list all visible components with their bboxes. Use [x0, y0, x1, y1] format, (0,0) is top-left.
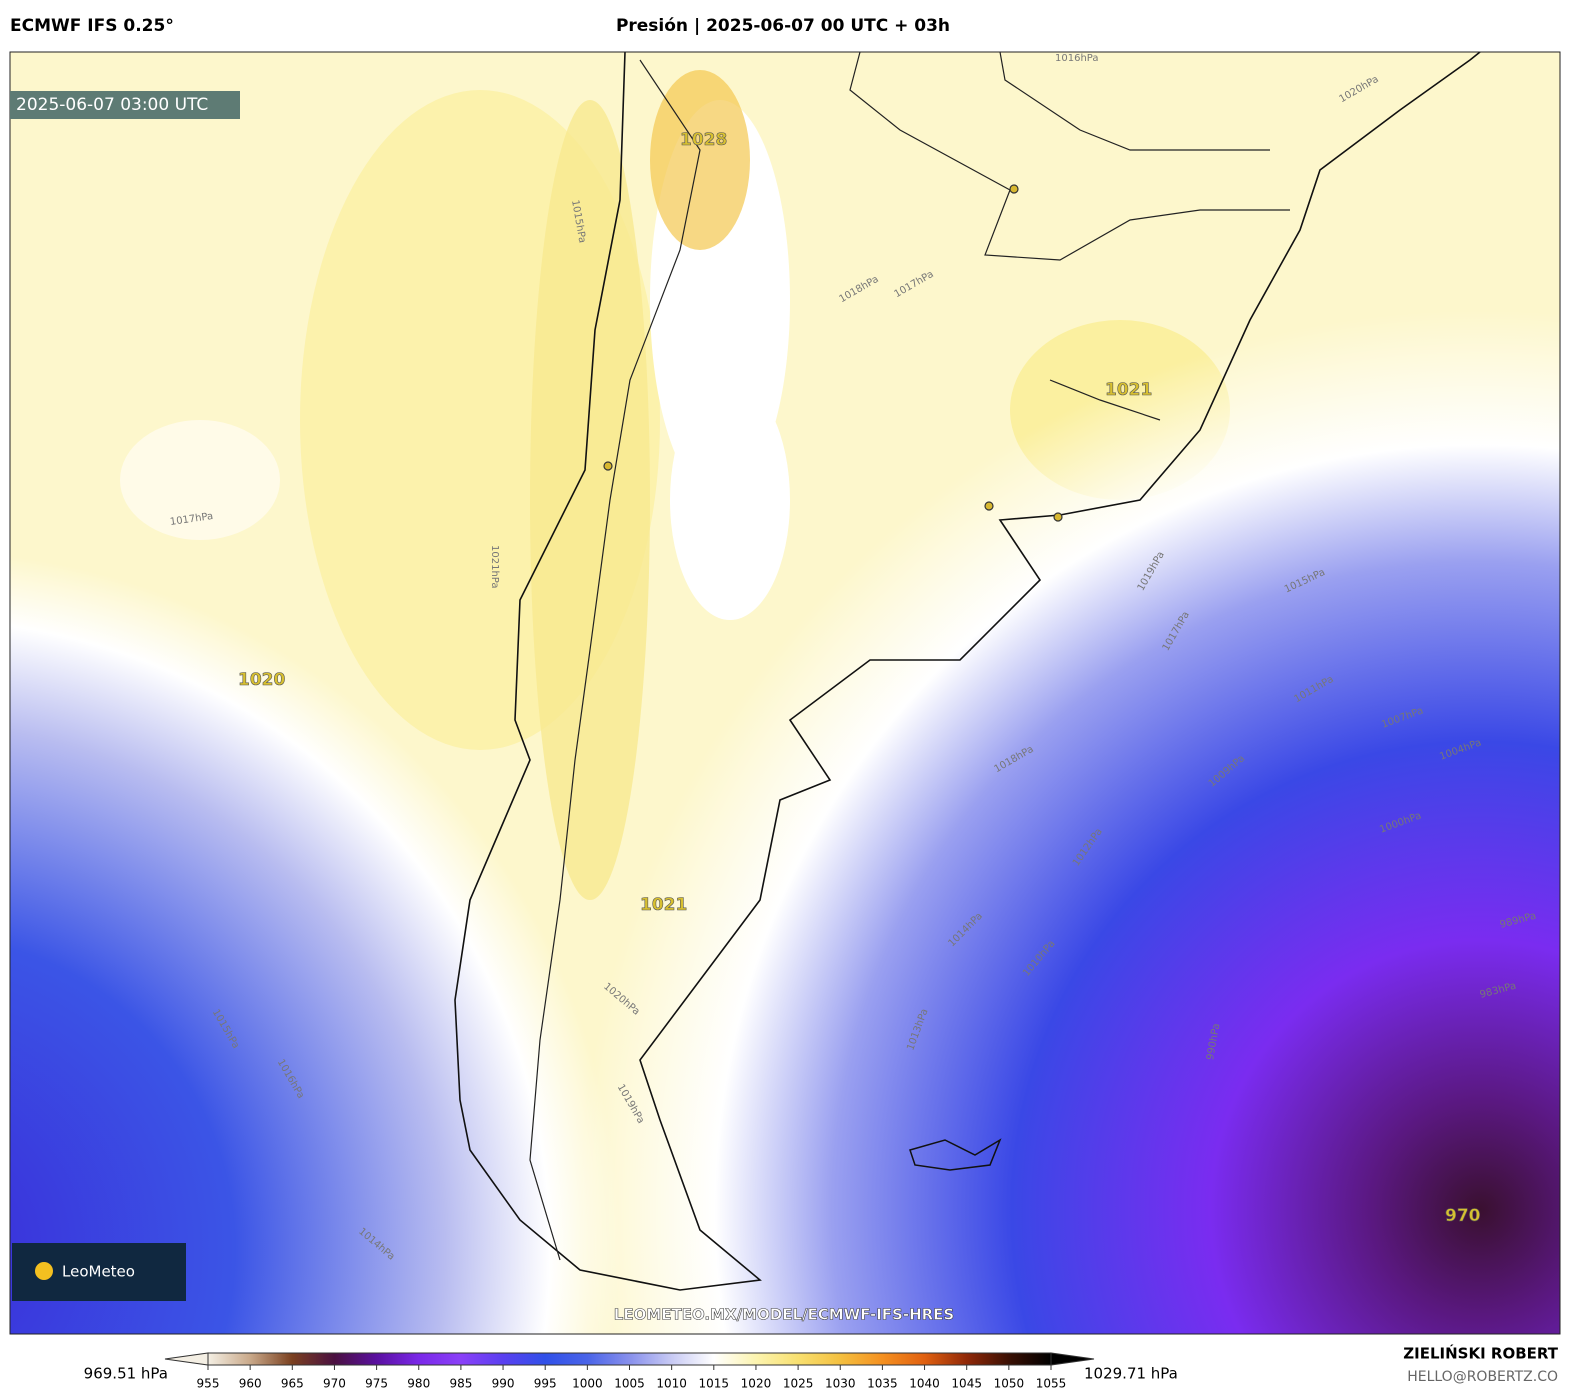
- city: [1009, 184, 1019, 194]
- colorbar-high-extension: [1050, 1352, 1095, 1366]
- timestamp: 2025-06-07 03:00 UTC: [16, 95, 208, 115]
- email: HELLO@ROBERTZ.CO: [1407, 1369, 1558, 1385]
- timestamp-box: [10, 91, 240, 119]
- colorbar: 969.51 hPa 1029.71 hPa 955 960 965 970 975 98…: [84, 1352, 1178, 1391]
- low-pressure-east: [10, 52, 1560, 1334]
- colorbar-tick-label: 1050: [994, 1377, 1025, 1391]
- colorbar-tick-label: 980: [407, 1377, 430, 1391]
- colorbar-tick-label: 970: [323, 1377, 346, 1391]
- cities: [603, 184, 1063, 522]
- watermark: LEOMETEO.MX/MODEL/ECMWF-IFS-HRES: [614, 1306, 954, 1324]
- center-label: 1021: [1105, 380, 1152, 400]
- coastline: [454, 51, 1481, 1291]
- contour-label: 1021hPa: [489, 545, 500, 589]
- colorbar-tick-label: 1035: [867, 1377, 898, 1391]
- colorbar-tick-label: 965: [281, 1377, 304, 1391]
- map-frame: [9, 51, 1561, 1335]
- colorbar-tick-label: 1005: [614, 1377, 645, 1391]
- colorbar-tick-label: 995: [534, 1377, 557, 1391]
- colorbar-tick-label: 1040: [909, 1377, 940, 1391]
- city: [984, 501, 994, 511]
- center-label: 1020: [238, 670, 285, 690]
- city: [1053, 512, 1063, 522]
- colorbar-tick-label: 1030: [825, 1377, 856, 1391]
- colorbar-tick-label: 985: [449, 1377, 472, 1391]
- center-label: 970: [1445, 1206, 1481, 1226]
- colorbar-tick-label: 1025: [783, 1377, 814, 1391]
- colorbar-min: 969.51 hPa: [84, 1365, 168, 1383]
- islands: [909, 1138, 1002, 1171]
- colorbar-tick-label: 975: [365, 1377, 388, 1391]
- contour-label: 1016hPa: [1055, 53, 1099, 64]
- colorbar-tick-label: 1055: [1036, 1377, 1067, 1391]
- logo: LeoMeteo: [62, 1263, 135, 1281]
- colorbar-tick-label: 1015: [699, 1377, 730, 1391]
- model-name: ECMWF IFS 0.25°: [10, 16, 174, 36]
- colorbar-tick-label: 955: [197, 1377, 220, 1391]
- colorbar-tick-label: 1000: [572, 1377, 603, 1391]
- colorbar-tick-label: 1010: [656, 1377, 687, 1391]
- colorbar-low-extension: [164, 1352, 209, 1366]
- colorbar-tick-label: 990: [492, 1377, 515, 1391]
- center-label: 1028: [680, 130, 727, 150]
- colorbar-tick-label: 960: [239, 1377, 262, 1391]
- colorbar-tick-label: 1020: [741, 1377, 772, 1391]
- author: ZIELIŃSKI ROBERT: [1403, 1344, 1558, 1363]
- colorbar-bar: [207, 1352, 1052, 1366]
- border: [529, 51, 1290, 1261]
- city: [603, 461, 613, 471]
- map: 2025-06-07 03:00 UTC 1028 1021 1020 1021…: [9, 51, 1561, 1335]
- center-label: 1021: [640, 895, 687, 915]
- logo-sun: [35, 1262, 53, 1280]
- colorbar-max: 1029.71 hPa: [1084, 1365, 1178, 1383]
- map-title: Presión | 2025-06-07 00 UTC + 03h: [616, 16, 950, 36]
- colorbar-tick-label: 1045: [951, 1377, 982, 1391]
